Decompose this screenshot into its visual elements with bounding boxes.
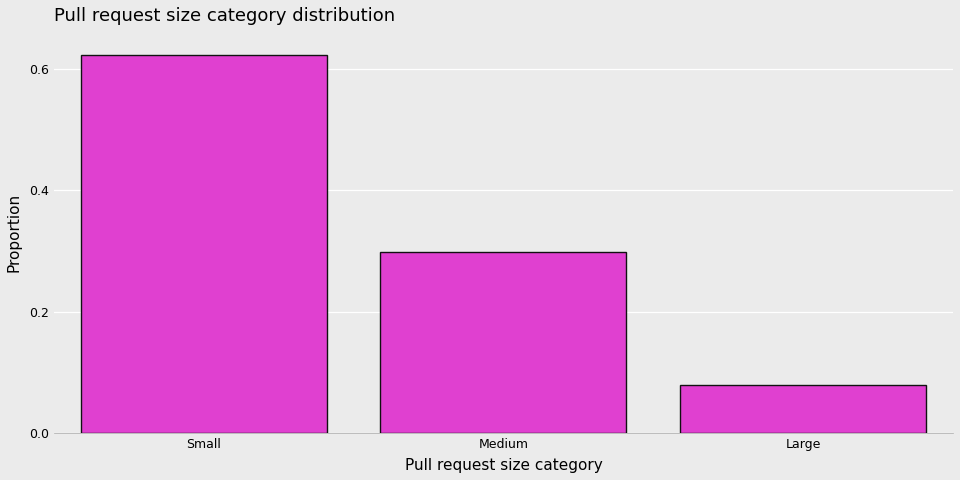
Bar [681, 385, 926, 433]
Y-axis label: Proportion: Proportion [7, 193, 22, 272]
Text: Pull request size category distribution: Pull request size category distribution [54, 7, 395, 25]
X-axis label: Pull request size category: Pull request size category [404, 458, 602, 473]
Bar [380, 252, 626, 433]
Bar [81, 55, 326, 433]
